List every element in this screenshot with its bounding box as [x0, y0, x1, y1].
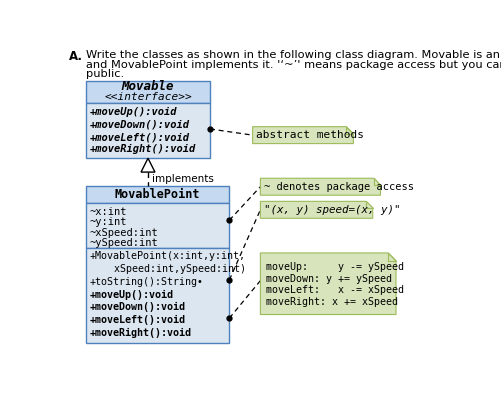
Polygon shape	[260, 178, 380, 195]
Polygon shape	[373, 178, 380, 185]
FancyBboxPatch shape	[86, 81, 209, 103]
Polygon shape	[365, 201, 372, 208]
Text: abstract methods: abstract methods	[256, 130, 364, 140]
Text: +moveUp():void: +moveUp():void	[90, 290, 173, 300]
Text: ~ denotes package access: ~ denotes package access	[264, 182, 413, 192]
FancyBboxPatch shape	[86, 203, 229, 247]
Text: +moveLeft():void: +moveLeft():void	[90, 132, 189, 142]
Text: +moveRight():void: +moveRight():void	[90, 328, 191, 338]
Text: +moveUp():void: +moveUp():void	[90, 107, 177, 117]
Text: +MovablePoint(x:int,y:int,: +MovablePoint(x:int,y:int,	[90, 251, 245, 261]
Text: ~ySpeed:int: ~ySpeed:int	[90, 238, 158, 248]
Text: +moveRight():void: +moveRight():void	[90, 144, 196, 154]
Polygon shape	[260, 201, 372, 218]
Text: "(x, y) speed=(x, y)": "(x, y) speed=(x, y)"	[264, 205, 400, 215]
Text: and MovablePoint implements it. '‘~’' means package access but you can just make: and MovablePoint implements it. '‘~’' me…	[86, 60, 501, 70]
Text: +moveLeft():void: +moveLeft():void	[90, 315, 185, 325]
FancyBboxPatch shape	[86, 103, 209, 158]
FancyBboxPatch shape	[86, 186, 229, 203]
FancyBboxPatch shape	[86, 247, 229, 343]
Text: +moveDown():void: +moveDown():void	[90, 302, 185, 312]
Text: implements: implements	[152, 174, 213, 184]
Text: +moveDown():void: +moveDown():void	[90, 120, 189, 130]
Polygon shape	[252, 127, 353, 144]
Text: public.: public.	[86, 69, 124, 79]
Text: MovablePoint: MovablePoint	[115, 188, 200, 201]
Text: Movable: Movable	[122, 80, 174, 93]
Polygon shape	[141, 158, 155, 172]
Polygon shape	[387, 253, 395, 261]
Text: ~x:int: ~x:int	[90, 207, 127, 217]
Text: moveRight: x += xSpeed: moveRight: x += xSpeed	[265, 297, 397, 307]
Text: moveLeft:   x -= xSpeed: moveLeft: x -= xSpeed	[265, 285, 403, 295]
Text: ~xSpeed:int: ~xSpeed:int	[90, 227, 158, 237]
Text: A.: A.	[69, 51, 83, 63]
Text: moveDown: y += ySpeed: moveDown: y += ySpeed	[265, 274, 391, 284]
Polygon shape	[346, 127, 353, 134]
Text: +toString():String•: +toString():String•	[90, 277, 203, 287]
Text: Write the classes as shown in the following class diagram. Movable is an interfa: Write the classes as shown in the follow…	[86, 51, 501, 61]
Polygon shape	[260, 253, 395, 314]
Text: ~y:int: ~y:int	[90, 217, 127, 227]
Text: <<interface>>: <<interface>>	[104, 92, 191, 102]
Text: moveUp:     y -= ySpeed: moveUp: y -= ySpeed	[265, 262, 403, 272]
Text: xSpeed:int,ySpeed:int): xSpeed:int,ySpeed:int)	[90, 264, 245, 274]
